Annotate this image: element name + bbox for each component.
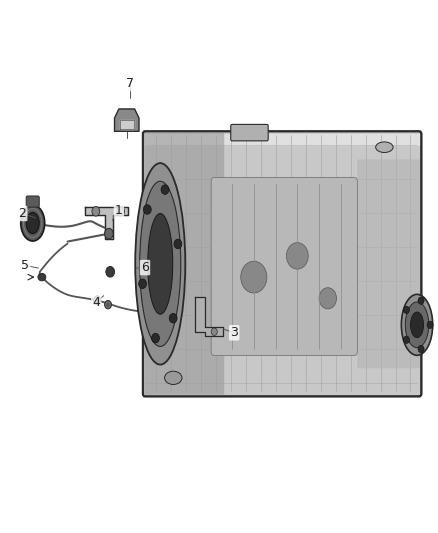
Circle shape xyxy=(105,228,113,239)
Circle shape xyxy=(403,306,410,313)
Ellipse shape xyxy=(405,302,429,348)
Circle shape xyxy=(143,205,151,214)
Circle shape xyxy=(152,333,159,343)
Text: 4: 4 xyxy=(92,296,100,309)
Circle shape xyxy=(241,261,267,293)
Circle shape xyxy=(92,207,100,216)
Text: 7: 7 xyxy=(126,77,134,90)
Circle shape xyxy=(169,313,177,323)
FancyBboxPatch shape xyxy=(143,131,421,397)
Ellipse shape xyxy=(26,213,39,233)
Polygon shape xyxy=(145,134,419,144)
Ellipse shape xyxy=(148,214,173,314)
Ellipse shape xyxy=(165,371,182,384)
FancyBboxPatch shape xyxy=(144,133,224,395)
Circle shape xyxy=(117,207,124,216)
Text: 2: 2 xyxy=(18,207,26,220)
Circle shape xyxy=(161,185,169,195)
Circle shape xyxy=(106,266,115,277)
Circle shape xyxy=(319,288,336,309)
Polygon shape xyxy=(195,297,223,336)
Polygon shape xyxy=(115,109,139,131)
FancyBboxPatch shape xyxy=(26,196,39,207)
FancyBboxPatch shape xyxy=(357,159,420,368)
FancyBboxPatch shape xyxy=(231,124,268,141)
Polygon shape xyxy=(85,207,128,239)
Circle shape xyxy=(174,239,182,249)
Circle shape xyxy=(427,321,433,328)
Text: 3: 3 xyxy=(230,326,238,340)
Polygon shape xyxy=(120,119,134,129)
Ellipse shape xyxy=(135,163,185,365)
Circle shape xyxy=(105,301,112,309)
Text: 1: 1 xyxy=(115,204,123,217)
Text: 5: 5 xyxy=(21,259,29,272)
Ellipse shape xyxy=(38,273,46,281)
Circle shape xyxy=(211,328,217,335)
Circle shape xyxy=(286,243,308,269)
Circle shape xyxy=(418,345,424,353)
Circle shape xyxy=(94,296,101,304)
FancyBboxPatch shape xyxy=(211,177,357,356)
Ellipse shape xyxy=(410,312,424,337)
Ellipse shape xyxy=(401,294,433,356)
Ellipse shape xyxy=(376,142,393,152)
Circle shape xyxy=(403,336,410,343)
Circle shape xyxy=(418,297,424,304)
Circle shape xyxy=(139,279,146,288)
Ellipse shape xyxy=(21,205,45,241)
Ellipse shape xyxy=(140,181,181,346)
Text: 6: 6 xyxy=(141,261,149,274)
